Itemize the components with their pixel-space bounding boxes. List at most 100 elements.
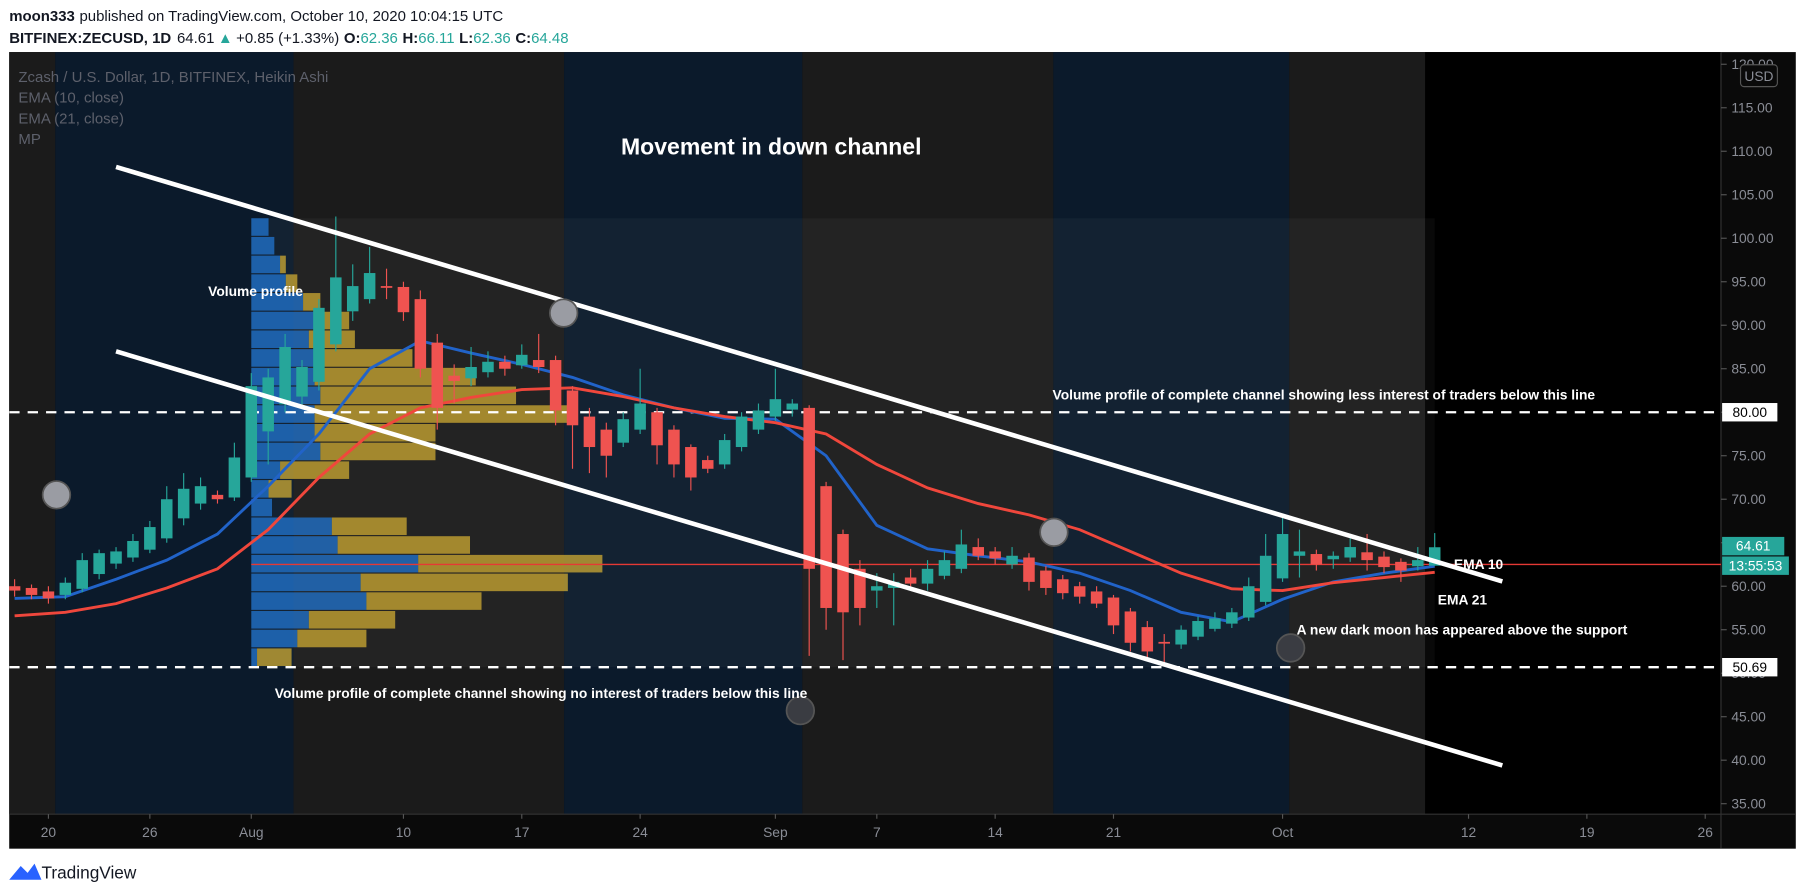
moon-marker [785, 695, 816, 726]
candle-body [1073, 586, 1086, 597]
profile-down [418, 554, 603, 573]
profile-up [251, 573, 361, 592]
candle-body [245, 386, 258, 478]
candle-body [279, 346, 291, 405]
profile-up [251, 218, 269, 236]
x-tick-label: 12 [1461, 824, 1476, 840]
ohlc-value: 66.11 [418, 30, 454, 47]
y-tick-label: 45.00 [1731, 708, 1766, 724]
candle-body [1293, 551, 1306, 556]
stripe [1425, 52, 1721, 815]
candle-body [296, 366, 308, 397]
plot [9, 164, 1721, 768]
profile-up [251, 554, 419, 573]
candle-body [499, 361, 511, 369]
arrow: ▲ [218, 30, 233, 47]
x-tick-label: Oct [1272, 824, 1294, 840]
level-label-box [1722, 403, 1778, 422]
footer-logo [9, 863, 42, 880]
profile-down [314, 349, 413, 367]
candle-body [1057, 579, 1069, 594]
candle-body [1428, 547, 1441, 566]
candle-body [161, 499, 173, 539]
moon-marker [41, 480, 72, 510]
candle-body [1361, 552, 1373, 561]
candle-body [465, 366, 477, 379]
header-line-1: moon333 published on TradingView.com, Oct… [9, 8, 503, 25]
profile-down [303, 293, 321, 311]
ohlc-value: 62.36 [360, 30, 397, 47]
candle-body [1040, 570, 1052, 588]
profile-up [251, 293, 304, 311]
profile-up [251, 480, 269, 498]
legend-entry: EMA (21, close) [18, 110, 124, 127]
candle-body [313, 307, 325, 382]
candle-body [955, 544, 968, 569]
candle-body [1090, 591, 1103, 604]
candle-body [346, 286, 359, 312]
stripe [1289, 52, 1426, 815]
candle-body [1276, 534, 1289, 579]
candle-body [938, 560, 951, 576]
symbol: BITFINEX:ZECUSD, 1D [9, 30, 171, 47]
profile-down [360, 573, 568, 592]
profile-down [268, 480, 292, 498]
x-tick-label: Aug [239, 824, 264, 840]
profile-down [257, 648, 292, 666]
profile-up [251, 517, 332, 536]
candle-body [194, 486, 207, 504]
candle-body [1124, 611, 1137, 643]
profile-up [251, 629, 298, 648]
profile-up [251, 423, 315, 442]
x-tick-label: 10 [396, 824, 412, 840]
profile-down [320, 386, 517, 405]
candle-body [685, 447, 697, 478]
stripe [9, 52, 56, 815]
published: published on TradingView.com, October 10… [79, 8, 503, 25]
last: 64.61 [177, 30, 214, 47]
annotation: Volume profile of complete channel showi… [1053, 387, 1596, 403]
y-tick-label: 115.00 [1731, 99, 1773, 115]
x-tick-label: 20 [41, 824, 57, 840]
x-tick-label: 24 [632, 824, 648, 840]
candle-body [1141, 627, 1154, 652]
candle-body [1209, 618, 1221, 629]
profile-down [366, 592, 482, 610]
y-tick-label: 55.00 [1731, 621, 1766, 637]
trend-line [115, 164, 1503, 584]
profile-up [251, 274, 286, 292]
ohlc-label: H: [402, 30, 418, 47]
candle-body [42, 591, 55, 599]
ohlc-label: O: [344, 30, 361, 47]
candle-body [1158, 641, 1170, 644]
annotation: EMA 10 [1454, 556, 1504, 572]
candle-body [262, 377, 274, 432]
ema-line [14, 339, 1435, 624]
user: moon333 [9, 8, 75, 25]
candle-body [1006, 555, 1018, 565]
candle-body [482, 361, 494, 373]
annotation: Volume profile of complete channel showi… [275, 685, 808, 701]
annotation: A new dark moon has appeared above the s… [1297, 622, 1628, 638]
candle-body [904, 577, 917, 584]
candle-body [228, 457, 241, 498]
candle-body [110, 551, 122, 564]
last-price-box [1722, 536, 1785, 556]
level-label: 50.69 [1732, 659, 1767, 675]
y-tick-label: 90.00 [1731, 317, 1766, 333]
x-tick-label: 14 [987, 824, 1003, 840]
profile-up [251, 611, 309, 629]
candle-body [25, 587, 38, 595]
profile-up [251, 236, 275, 255]
ema-line [14, 386, 1435, 618]
candle-body [549, 360, 562, 411]
x-tick-label: 19 [1579, 824, 1595, 840]
candle-body [651, 412, 663, 446]
candle-body [701, 460, 714, 469]
countdown-box [1722, 556, 1789, 575]
y-tick-label: 100.00 [1731, 230, 1774, 246]
y-tick-label: 35.00 [1731, 795, 1766, 811]
candle-body [566, 390, 579, 426]
candle-body [211, 494, 224, 500]
